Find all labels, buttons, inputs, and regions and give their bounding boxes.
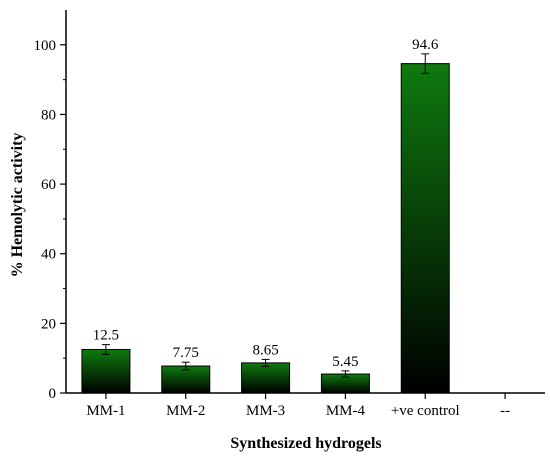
data-label: 7.75 [173, 345, 199, 361]
bar [241, 362, 291, 394]
x-tick-label: MM-1 [86, 403, 125, 419]
data-label: 94.6 [412, 37, 439, 53]
x-tick-label: MM-4 [326, 403, 366, 419]
y-tick-label: 0 [49, 386, 57, 402]
y-tick-label: 80 [41, 107, 56, 123]
x-tick-label: MM-2 [166, 403, 205, 419]
data-label: 8.65 [252, 342, 278, 358]
data-label: 12.5 [93, 328, 119, 344]
x-axis-title: Synthesized hydrogels [230, 435, 381, 452]
y-tick-label: 100 [34, 38, 57, 54]
bar [400, 63, 450, 394]
x-tick-label: -- [500, 403, 510, 419]
x-tick-label: MM-3 [246, 403, 285, 419]
x-tick-label: +ve control [391, 403, 460, 419]
y-axis-title: % Hemolytic activity [9, 133, 26, 278]
y-tick-label: 60 [41, 177, 56, 193]
bar [81, 348, 131, 394]
y-tick-label: 20 [41, 316, 56, 332]
y-tick-label: 40 [41, 247, 56, 263]
data-label: 5.45 [332, 354, 358, 370]
